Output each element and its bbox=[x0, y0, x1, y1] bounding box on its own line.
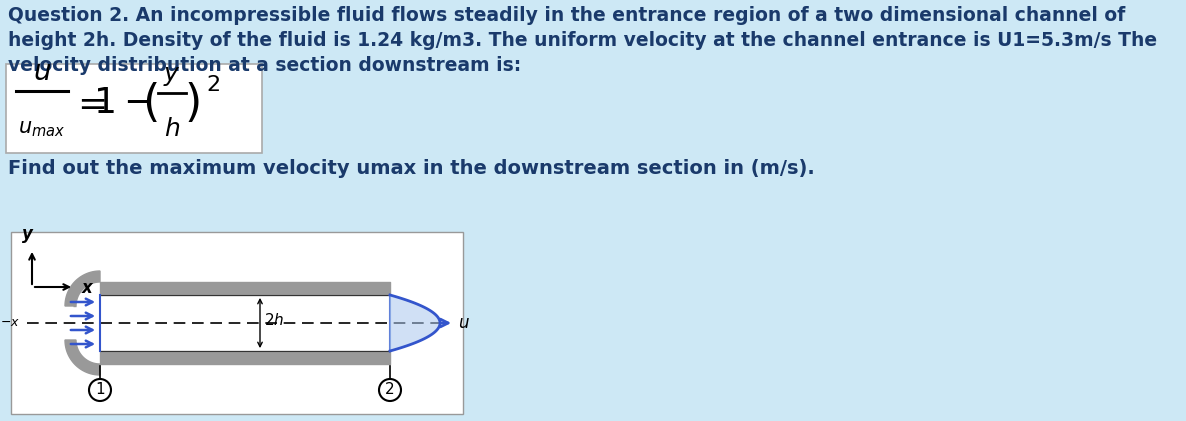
Text: $($: $($ bbox=[142, 81, 158, 125]
Text: $-x$: $-x$ bbox=[0, 317, 20, 330]
Text: x: x bbox=[82, 279, 93, 297]
Text: Find out the maximum velocity umax in the downstream section in (m/s).: Find out the maximum velocity umax in th… bbox=[8, 159, 815, 178]
Text: Question 2. An incompressible fluid flows steadily in the entrance region of a t: Question 2. An incompressible fluid flow… bbox=[8, 6, 1126, 25]
Text: $2h$: $2h$ bbox=[264, 312, 285, 328]
FancyBboxPatch shape bbox=[6, 64, 262, 153]
FancyBboxPatch shape bbox=[11, 232, 463, 414]
Circle shape bbox=[89, 379, 111, 401]
Text: $)$: $)$ bbox=[184, 81, 199, 125]
Polygon shape bbox=[390, 295, 440, 351]
Circle shape bbox=[380, 379, 401, 401]
Text: velocity distribution at a section downstream is:: velocity distribution at a section downs… bbox=[8, 56, 522, 75]
Text: height 2h. Density of the fluid is 1.24 kg/m3. The uniform velocity at the chann: height 2h. Density of the fluid is 1.24 … bbox=[8, 31, 1158, 50]
Text: 1: 1 bbox=[95, 383, 104, 397]
Text: $u_{max}$: $u_{max}$ bbox=[19, 119, 65, 139]
Text: $2$: $2$ bbox=[206, 75, 219, 95]
Text: $1-$: $1-$ bbox=[93, 86, 152, 120]
Text: $=$: $=$ bbox=[70, 86, 106, 120]
Text: $h$: $h$ bbox=[164, 117, 180, 141]
Text: y: y bbox=[21, 225, 32, 243]
Text: $y$: $y$ bbox=[164, 64, 180, 88]
Text: 2: 2 bbox=[385, 383, 395, 397]
Text: $u$: $u$ bbox=[33, 58, 51, 86]
Text: $u$: $u$ bbox=[458, 314, 470, 332]
Polygon shape bbox=[65, 340, 100, 375]
Polygon shape bbox=[65, 271, 100, 306]
